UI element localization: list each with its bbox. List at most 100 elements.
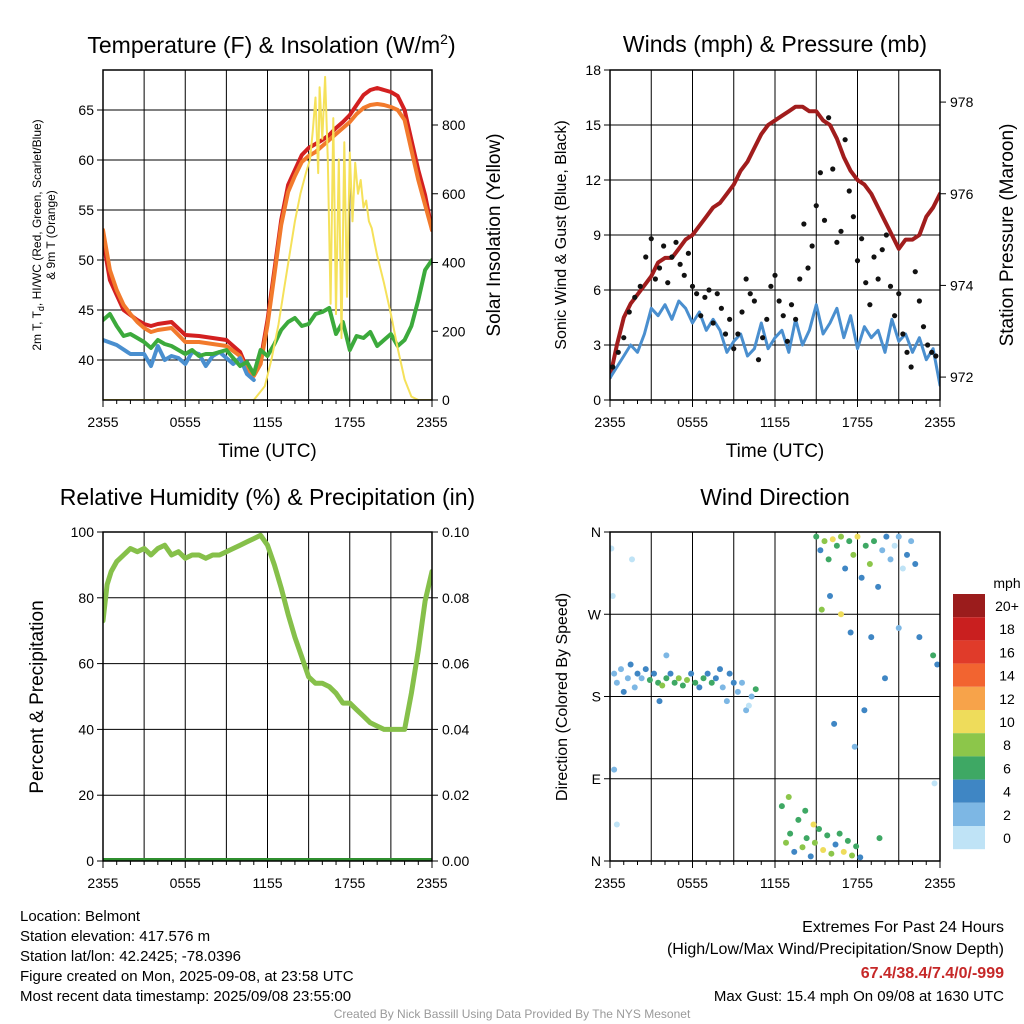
y-tick-label: 9 <box>593 227 601 243</box>
direction-point <box>912 560 919 567</box>
legend-label: 16 <box>999 644 1015 660</box>
y-tick-label: E <box>592 771 601 787</box>
series-line-2m-t <box>103 86 432 376</box>
gust-point <box>710 320 716 326</box>
y-tick-label: 80 <box>78 590 94 606</box>
x-tick-label: 1155 <box>760 875 790 891</box>
direction-point <box>613 821 620 828</box>
direction-point <box>803 835 810 842</box>
direction-point <box>876 835 883 842</box>
y-tick-label: 18 <box>585 62 601 78</box>
direction-point <box>846 538 853 545</box>
x-tick-label: 1155 <box>252 414 282 430</box>
gust-point <box>626 309 632 315</box>
legend-label: 14 <box>999 668 1015 684</box>
gust-point <box>892 313 898 319</box>
gust-point <box>821 217 828 223</box>
direction-point <box>813 533 820 540</box>
direction-point <box>795 816 802 823</box>
chart-panel-4: N E S W N 2355 0555 1155 1755 2355 Wind Direction D… <box>554 484 1021 891</box>
max-gust-text: Max Gust: 15.4 mph On 09/08 at 1630 UTC <box>713 988 1004 1005</box>
gust-point <box>643 254 649 260</box>
direction-point <box>723 698 730 705</box>
series-line-insolation <box>103 75 432 400</box>
recent-data-text: Most recent data timestamp: 2025/09/08 2… <box>20 988 352 1005</box>
gust-point <box>788 302 795 308</box>
chart-panel-2: 0 3 6 9 12 15 18 972 974 976 978 2355 0555 1155 1755 23… <box>553 31 1018 462</box>
plot-area <box>610 533 940 861</box>
gust-point <box>669 254 675 260</box>
direction-point <box>667 670 674 677</box>
x-tick-label: 2355 <box>416 414 447 430</box>
direction-point <box>688 670 695 677</box>
direction-point <box>895 624 902 631</box>
x-tick-label: 2355 <box>594 414 625 430</box>
direction-point <box>634 670 641 677</box>
y-tick-label: 3 <box>593 337 601 353</box>
plot-area <box>103 75 432 400</box>
gust-point <box>727 316 733 322</box>
chart-title: Winds (mph) & Pressure (mb) <box>623 31 927 57</box>
y-tick-label: 50 <box>78 252 94 268</box>
direction-point <box>840 848 847 855</box>
direction-point <box>610 592 616 599</box>
plot-frame <box>102 69 433 401</box>
y-axis-label: Direction (Colored By Speed) <box>554 593 571 801</box>
direction-point <box>838 611 844 618</box>
direction-point <box>829 536 836 543</box>
y-tick-label: W <box>588 606 602 622</box>
y2-tick-label: 978 <box>950 94 974 110</box>
gust-point <box>929 349 935 355</box>
y-tick-label: 40 <box>78 721 94 737</box>
gust-point <box>793 316 799 322</box>
y-axis-label: 2m T, Td, HI/WC (Red, Green, Scarlet/Blu… <box>30 119 46 350</box>
direction-point <box>883 533 890 540</box>
gust-point <box>809 243 815 249</box>
y2-tick-label: 400 <box>442 255 466 271</box>
gust-point <box>637 283 643 289</box>
gust-point <box>714 291 720 297</box>
direction-point <box>832 841 839 848</box>
gust-point <box>656 265 663 271</box>
direction-point <box>904 551 910 558</box>
direction-point <box>882 675 888 682</box>
x-tick-label: 2355 <box>924 414 955 430</box>
direction-point <box>719 684 726 691</box>
extremes-title: Extremes For Past 24 Hours <box>802 919 1004 936</box>
direction-point <box>807 853 814 860</box>
gust-point <box>681 272 687 278</box>
direction-point <box>831 720 838 727</box>
legend-swatch <box>953 640 985 664</box>
direction-point <box>862 542 869 549</box>
gust-point <box>863 280 869 286</box>
plot-frame <box>609 69 941 401</box>
direction-point <box>663 652 670 659</box>
direction-point <box>908 538 915 545</box>
legend-label: 10 <box>999 714 1015 730</box>
y-tick-label: 100 <box>71 524 95 540</box>
direction-point <box>828 850 835 857</box>
gust-point <box>920 324 927 330</box>
direction-point <box>934 661 940 668</box>
direction-point <box>624 675 631 682</box>
gust-point <box>904 349 910 355</box>
legend-label: 4 <box>1003 784 1011 800</box>
legend-swatch <box>953 686 985 710</box>
gust-point <box>673 239 679 245</box>
series-line-td <box>103 258 432 376</box>
direction-point <box>824 832 831 839</box>
direction-point <box>712 675 719 682</box>
y2-tick-label: 0.04 <box>442 721 469 737</box>
y2-tick-label: 0.02 <box>442 787 469 803</box>
y-axis-label: Sonic Wind & Gust (Blue, Black) <box>553 120 570 349</box>
x-tick-label: 1755 <box>842 414 873 430</box>
gust-point <box>805 265 811 271</box>
y2-tick-label: 972 <box>950 369 974 385</box>
y-axis-label: Percent & Precipitation <box>27 600 48 793</box>
direction-point <box>871 538 877 545</box>
gust-point <box>838 228 844 234</box>
direction-point <box>802 807 809 814</box>
x-tick-label: 2355 <box>87 875 118 891</box>
legend-swatch <box>953 802 985 826</box>
